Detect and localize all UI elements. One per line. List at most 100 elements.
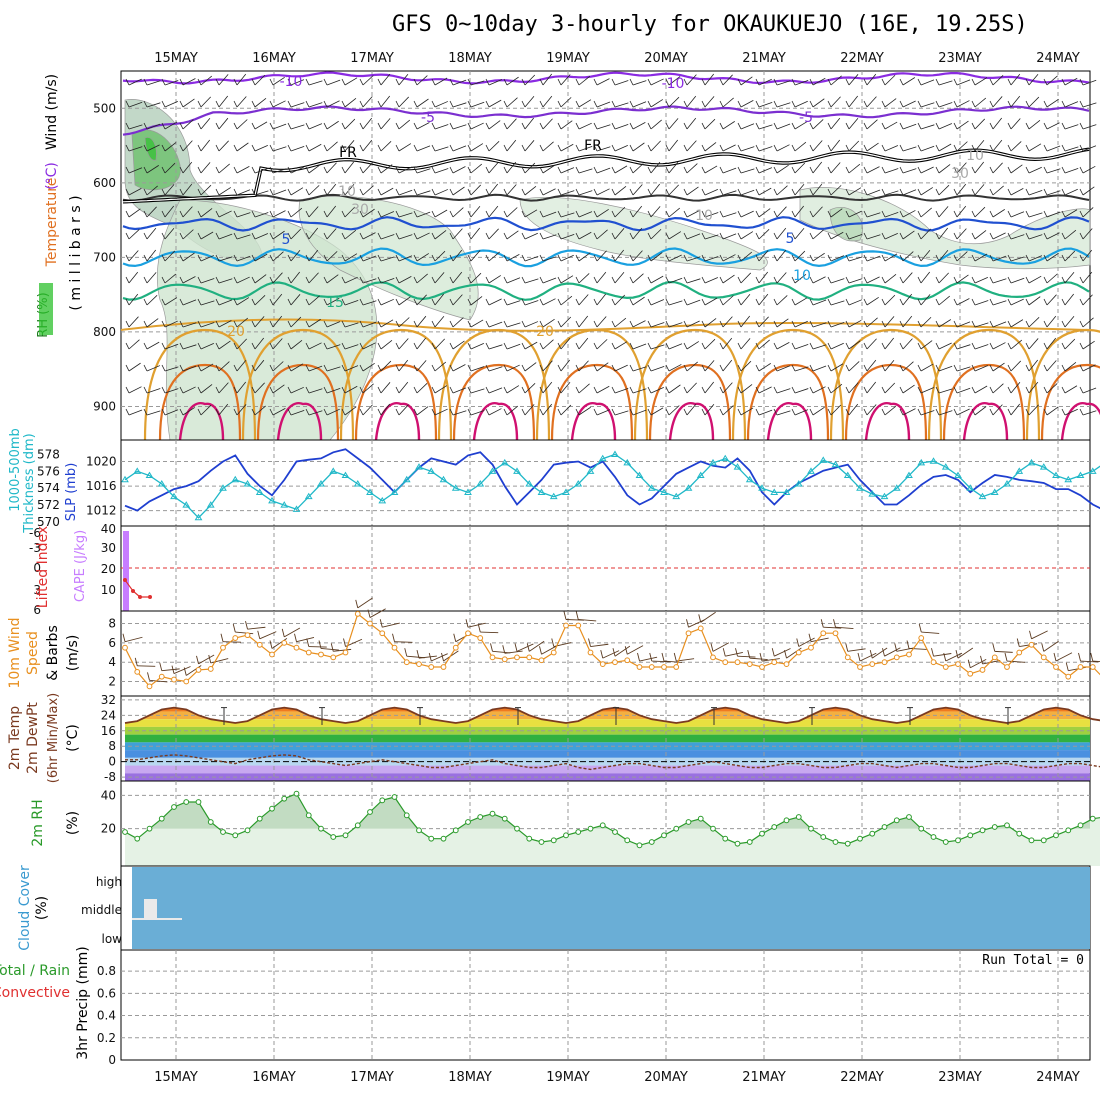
wind-barb [506, 139, 517, 152]
contour-25 [354, 363, 438, 441]
wind-barb-flag [845, 100, 850, 108]
wind-barb-flag [737, 188, 742, 196]
wind-barb [236, 404, 247, 416]
wind-barb [650, 140, 661, 152]
wind-barb [380, 164, 393, 174]
temp-band [125, 734, 1090, 743]
thickness-point [549, 492, 558, 500]
wind-barb-flag [719, 254, 724, 262]
wind-barb [416, 294, 427, 306]
wind-barb-flag [179, 188, 184, 196]
wind-barb [254, 359, 265, 372]
wind-barb-flag [971, 386, 976, 394]
wind-barb [830, 383, 843, 394]
wind-barb [866, 96, 877, 108]
wind-barb-flag [791, 408, 796, 416]
contour-label: 15 [326, 295, 344, 311]
li-tick: 6 [33, 603, 41, 617]
rh2m-point [489, 810, 496, 817]
wind-barb-flag [953, 188, 958, 196]
wind-barb-flag [773, 254, 778, 262]
wind-barb-flag [791, 232, 796, 240]
wind-barb [848, 382, 859, 394]
contour-25 [648, 363, 732, 441]
wind-barb [236, 338, 247, 350]
wind-barb-flag [269, 298, 274, 306]
wind-barb-flag [917, 210, 922, 218]
wind-barb [686, 210, 700, 218]
wind10-barb [823, 626, 842, 629]
wind-barb-flag [485, 144, 490, 152]
cape-bar [123, 531, 129, 611]
wind-barb [686, 299, 701, 306]
wind-barb [650, 99, 663, 108]
wind-barb-flag [215, 100, 220, 108]
wind-barb [866, 189, 881, 196]
wind-barb-flag [305, 364, 310, 372]
thickness-point [807, 467, 815, 474]
wind-barb-flag [791, 100, 796, 108]
wind-barb [506, 97, 518, 108]
wind-barb-flag [143, 320, 148, 328]
rh2m-point [881, 824, 888, 830]
wind-barb-flag [467, 276, 472, 284]
wind-barb-flag [611, 210, 616, 218]
wind-barb [434, 408, 448, 416]
wind-barb-flag [1025, 232, 1030, 240]
contour-0-lower [122, 193, 1090, 202]
wind10-barb-flag [722, 648, 726, 657]
wind-barb [308, 185, 320, 196]
wind-barb-flag [485, 386, 490, 394]
wind-barb-flag [305, 232, 310, 240]
rh2m-point [183, 799, 190, 805]
wind-tick: 4 [108, 655, 116, 669]
wind-barb [542, 298, 556, 306]
wind-barb [416, 145, 431, 152]
wind-barb-flag [899, 364, 904, 372]
wind-barb-flag [305, 408, 310, 416]
wind-barb [470, 163, 483, 174]
rh2m-point [587, 825, 594, 832]
wind-barb [722, 274, 735, 284]
wind-barb-flag [521, 298, 526, 306]
wind-barb-flag [233, 100, 238, 108]
wind10-barb [418, 655, 437, 659]
wind-barb [884, 316, 895, 328]
wind-barb [812, 98, 825, 108]
wind-barb [236, 73, 247, 86]
wind-barb [578, 252, 591, 262]
wind-barb [524, 162, 536, 174]
wind-barb [938, 80, 953, 86]
wind-barb-flag [503, 408, 508, 416]
rh2m-point [440, 835, 447, 842]
wind-barb-flag [1007, 144, 1012, 152]
wind-barb-flag [611, 342, 616, 350]
wind10-barb-flag [183, 667, 187, 676]
wind-barb [560, 338, 571, 350]
wind-barb-flag [179, 320, 184, 328]
wind-barb-flag [251, 254, 256, 262]
wind-barb-flag [125, 342, 130, 350]
wind10-point [293, 644, 300, 651]
cloud-level: high [96, 875, 122, 889]
wind-barb-flag [341, 232, 346, 240]
wind-barb-flag [377, 364, 382, 372]
wind-barb-flag [1025, 364, 1030, 372]
thickness-point [880, 492, 889, 500]
wind-barb [938, 249, 949, 262]
wind10-point [1077, 664, 1084, 670]
wind-barb-flag [161, 100, 166, 108]
wind-barb [956, 79, 971, 86]
wind-barb-flag [719, 188, 724, 196]
wind-barb [452, 79, 467, 86]
wind-barb-flag [629, 122, 634, 130]
wind-barb-flag [431, 210, 436, 218]
wind-barb-flag [143, 254, 148, 262]
precip-total-label: Total / Rain [0, 963, 70, 979]
wind-barb [344, 98, 357, 108]
wind-barb-flag [629, 232, 634, 240]
wind-barb [416, 406, 429, 416]
wind-barb-flag [503, 232, 508, 240]
precip-tick: 0.2 [97, 1031, 116, 1045]
wind10-point [538, 657, 545, 664]
